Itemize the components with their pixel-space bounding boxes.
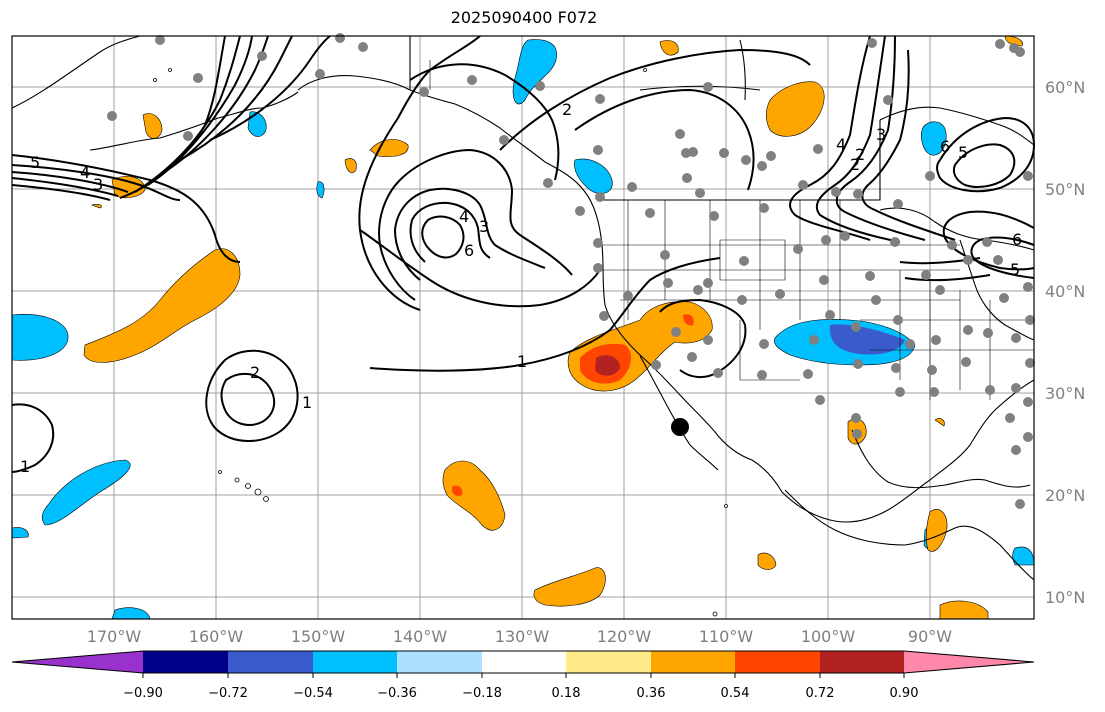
contour-label: 6: [1012, 230, 1022, 249]
colorbar-tick-label: −0.36: [377, 686, 417, 701]
contour-label: 4: [80, 163, 90, 182]
contour-label: 3: [93, 175, 103, 194]
lat-label: 60°N: [1045, 78, 1085, 97]
colorbar-tick-label: −0.90: [123, 686, 163, 701]
lon-label: 110°W: [699, 627, 754, 646]
contour-label: 2: [562, 100, 572, 119]
contour-label: 5: [1010, 260, 1020, 279]
colorbar-segment: [651, 651, 735, 673]
contour-label: 2: [855, 145, 865, 164]
islands: [153, 68, 728, 617]
map-frame: [11, 35, 1035, 620]
colorbar-segment: [397, 651, 482, 673]
colorbar-segment: [143, 651, 228, 673]
colorbar-segment: [820, 651, 904, 673]
colorbar-segment: [482, 651, 566, 673]
lat-label: 40°N: [1045, 282, 1085, 301]
latitude-labels: 60°N 50°N 40°N 30°N 20°N 10°N: [1045, 78, 1085, 607]
map-title: 2025090400 F072: [450, 8, 598, 27]
anomaly-fill-firebrick: [595, 355, 620, 376]
contour-label: 1: [302, 393, 312, 412]
lon-label: 120°W: [597, 627, 652, 646]
contour-label: 1: [20, 457, 30, 476]
colorbar-tick-label: 0.36: [637, 686, 666, 701]
contour-label: 6: [940, 137, 950, 156]
contour-label: 3: [479, 217, 489, 236]
lon-label: 130°W: [495, 627, 550, 646]
colorbar-extend-right: [904, 651, 1034, 673]
colorbar-segment: [735, 651, 820, 673]
colorbar-tick-label: 0.72: [806, 686, 835, 701]
lat-label: 50°N: [1045, 180, 1085, 199]
lon-label: 160°W: [189, 627, 244, 646]
lon-label: 90°W: [908, 627, 952, 646]
colorbar-segment: [228, 651, 313, 673]
contour-label: 2: [850, 155, 860, 174]
coastlines: [11, 35, 1035, 581]
lat-label: 20°N: [1045, 486, 1085, 505]
contour-label: 5: [30, 153, 40, 172]
colorbar-ticks: [142, 673, 905, 678]
contour-lines: [11, 35, 1036, 473]
lon-label: 140°W: [393, 627, 448, 646]
station-dots: [107, 33, 1035, 509]
lat-label: 10°N: [1045, 588, 1085, 607]
colorbar-tick-label: 0.18: [552, 686, 581, 701]
lon-label: 170°W: [87, 627, 142, 646]
colorbar-tick-label: 0.54: [721, 686, 750, 701]
lat-label: 30°N: [1045, 384, 1085, 403]
anomaly-fill-royalblue: [829, 324, 905, 355]
contour-label: 3: [876, 125, 886, 144]
highlight-station-dot: [671, 418, 689, 436]
contour-label: 4: [459, 207, 469, 226]
colorbar-tick-label: −0.54: [293, 686, 333, 701]
colorbar-segment: [566, 651, 651, 673]
state-borders: [429, 60, 1034, 400]
lon-label: 150°W: [291, 627, 346, 646]
contour-label: 4: [836, 135, 846, 154]
lon-label: 100°W: [801, 627, 856, 646]
colorbar-tick-label: −0.72: [208, 686, 248, 701]
colorbar: −0.90 −0.72 −0.54 −0.36 −0.18 0.18 0.36 …: [11, 650, 1035, 701]
longitude-labels: 170°W 160°W 150°W 140°W 130°W 120°W 110°…: [87, 627, 952, 646]
contour-label: 2: [250, 363, 260, 382]
contour-label-list: 5 4 3 4 3 6 2 2 1 1 1 5 6 4 3 2 6 5 2: [20, 100, 1022, 476]
colorbar-extend-left: [12, 651, 143, 673]
anomaly-fill-blue: [11, 39, 1035, 620]
colorbar-tick-label: 0.90: [890, 686, 919, 701]
contour-label: 6: [464, 241, 474, 260]
colorbar-tick-label: −0.18: [462, 686, 502, 701]
contour-label: 1: [517, 352, 527, 371]
colorbar-segment: [313, 651, 397, 673]
contour-label: 5: [958, 143, 968, 162]
